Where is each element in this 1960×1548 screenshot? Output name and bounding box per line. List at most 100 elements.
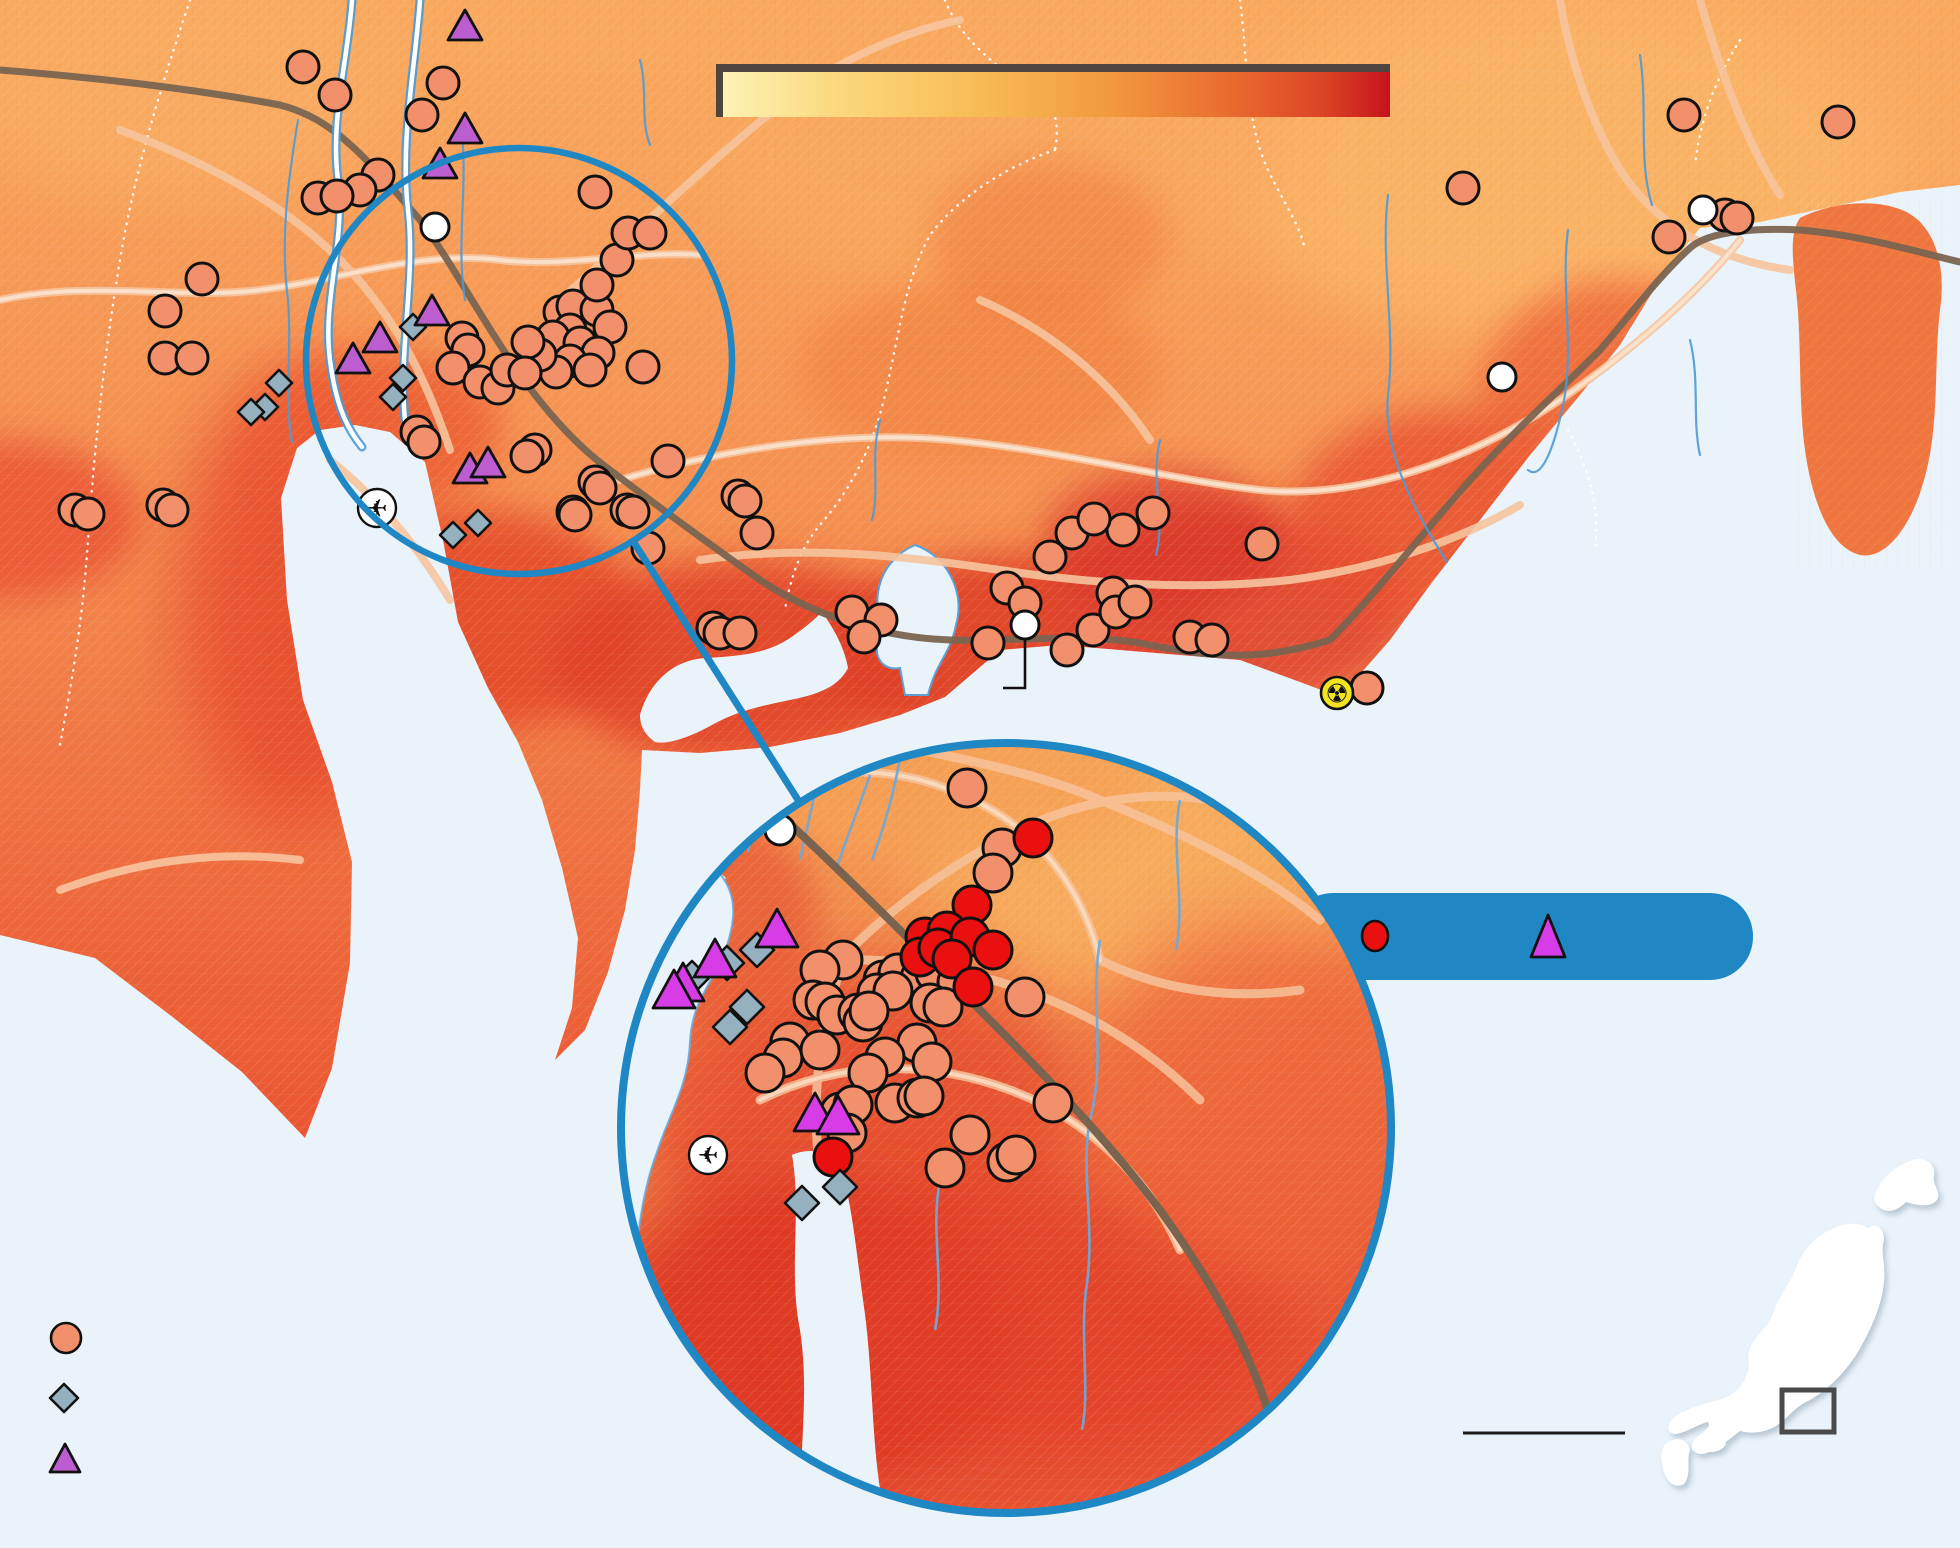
symbol-legend [48,1321,83,1474]
highlighted-facility-marker [419,211,451,243]
facility-triangle-marker [413,293,451,327]
callout-pill-bar [1290,893,1753,980]
facility-circle-marker [154,492,190,528]
facility-circle-marker [632,215,668,251]
circle-marker-icon [49,1321,83,1355]
highlighted-facility-marker [1687,194,1719,226]
lens-facility-circle-marker [946,767,988,809]
lens-facility-circle-marker [903,1075,945,1117]
facility-circle-marker [404,97,440,133]
facility-circle-marker [1105,512,1141,548]
facility-circle-marker [1117,584,1153,620]
mikawa-bay [640,612,848,743]
callout-leader-line [1003,633,1027,690]
lake-hamana [875,543,960,696]
facility-circle-marker [1349,670,1385,706]
svg-text:✈: ✈ [698,1141,719,1170]
color-ramp-bar [723,72,1390,117]
lens-facility-circle-marker [1032,1082,1074,1124]
facility-circle-marker [285,49,321,85]
lens-red-circle-marker [1012,817,1054,859]
facility-circle-marker [739,515,775,551]
facility-circle-marker [572,352,608,388]
facility-circle-marker [727,483,763,519]
magnifier-source-circle [302,144,736,578]
svg-text:☢: ☢ [1325,679,1348,709]
lens-red-circle-marker [972,929,1014,971]
lens-triangle-marker [815,1094,861,1136]
facility-circle-marker [650,443,686,479]
facility-circle-marker [615,494,651,530]
lens-facility-circle-marker [995,1134,1037,1176]
red-circle-marker-icon [1360,919,1390,953]
facility-diamond-marker [236,397,266,427]
lens-facility-circle-marker [1004,976,1046,1018]
facility-circle-marker [1049,632,1085,668]
facility-circle-marker [70,496,106,532]
facility-circle-marker [577,174,613,210]
magnifier-lens-ring [617,739,1395,1517]
magenta-triangle-marker-icon [1529,913,1567,959]
facility-circle-marker [317,77,353,113]
lens-triangle-marker [754,907,800,949]
magnifier-lens-content: ✈ [621,743,1391,1513]
radiation-icon: ☢ [1319,675,1355,711]
lens-red-circle-marker [952,966,994,1008]
lens-facility-circle-marker [911,1041,953,1083]
diamond-marker-icon [48,1382,80,1414]
facility-circle-marker [722,615,758,651]
magnifier-connector-line [630,539,803,805]
lens-red-circle-marker [812,1136,854,1178]
lens-facility-circle-marker [972,852,1014,894]
locator-focus-box [1779,1387,1837,1435]
callout-pill [1290,893,1753,980]
facility-circle-marker [425,65,461,101]
facility-circle-marker [1666,97,1702,133]
facility-circle-marker [319,178,355,214]
lens-facility-circle-marker [799,1029,841,1071]
lens-triangle-marker [651,968,697,1010]
lens-facility-circle-marker [744,1052,786,1094]
facility-circle-marker [147,293,183,329]
facility-circle-marker [435,350,471,386]
facility-circle-marker [174,340,210,376]
facility-circle-marker [1076,501,1112,537]
facility-circle-marker [970,625,1006,661]
facility-diamond-marker [388,363,418,393]
facility-circle-marker [625,349,661,385]
lens-diamond-marker [711,1008,749,1046]
facility-diamond-marker [378,382,408,412]
facility-circle-marker [1075,612,1111,648]
lens-triangle-marker [692,937,738,979]
facility-circle-marker [507,355,543,391]
facility-circle-marker [846,619,882,655]
japan-locator-inset [1661,1158,1939,1486]
facility-triangle-marker [446,8,484,42]
triangle-marker-icon [48,1442,82,1474]
facility-circle-marker [509,438,545,474]
lens-diamond-marker [821,1168,859,1206]
japan-silhouette [1661,1158,1939,1486]
lens-facility-circle-marker [924,1147,966,1189]
highlighted-facility-marker [1486,361,1518,393]
facility-circle-marker [579,267,615,303]
facility-triangle-marker [334,341,372,375]
facility-triangle-marker [469,445,507,479]
facility-circle-marker [1820,104,1856,140]
facility-circle-marker [1032,539,1068,575]
lens-diamond-marker [783,1184,821,1222]
highlighted-facility-marker [1009,609,1041,641]
facility-circle-marker [1445,170,1481,206]
facility-diamond-marker [264,368,294,398]
facility-triangle-marker [361,320,399,354]
lens-diamond-marker [728,988,766,1026]
lens-red-circle-marker [931,938,973,980]
lens-facility-circle-marker [949,1114,991,1156]
facility-circle-marker [406,424,442,460]
prefecture-boundaries [58,0,1742,747]
facility-circle-marker [1651,219,1687,255]
facility-circle-marker [582,470,618,506]
facility-markers-layer: ✈☢ [57,8,1856,711]
